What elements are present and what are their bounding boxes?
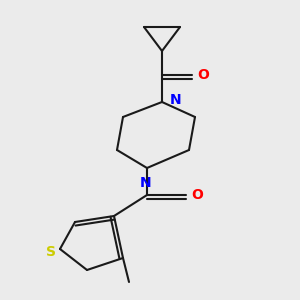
Text: N: N (169, 94, 181, 107)
Text: O: O (197, 68, 209, 82)
Text: N: N (140, 176, 151, 190)
Text: O: O (191, 188, 203, 202)
Text: S: S (46, 245, 56, 259)
